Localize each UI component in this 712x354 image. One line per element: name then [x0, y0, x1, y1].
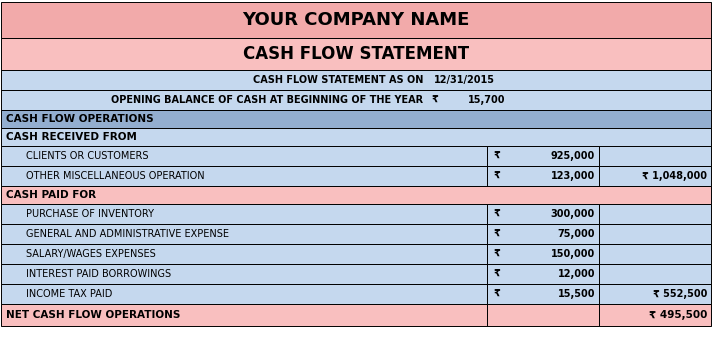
Text: 12,000: 12,000 — [557, 269, 595, 279]
Bar — [487, 166, 599, 186]
Text: ₹ 552,500: ₹ 552,500 — [653, 289, 707, 299]
Bar — [599, 204, 711, 224]
Text: 300,000: 300,000 — [551, 209, 595, 219]
Bar — [1, 244, 487, 264]
Text: PURCHASE OF INVENTORY: PURCHASE OF INVENTORY — [26, 209, 154, 219]
Bar — [1, 38, 711, 70]
Text: ₹ 495,500: ₹ 495,500 — [649, 310, 707, 320]
Text: INCOME TAX PAID: INCOME TAX PAID — [26, 289, 112, 299]
Bar — [1, 304, 487, 326]
Text: OPENING BALANCE OF CASH AT BEGINNING OF THE YEAR: OPENING BALANCE OF CASH AT BEGINNING OF … — [111, 95, 424, 105]
Text: ₹: ₹ — [494, 289, 501, 299]
Text: ₹: ₹ — [494, 229, 501, 239]
Text: ₹: ₹ — [494, 269, 501, 279]
Text: CASH FLOW STATEMENT: CASH FLOW STATEMENT — [243, 45, 469, 63]
Text: 15,500: 15,500 — [557, 289, 595, 299]
Bar — [1, 186, 711, 204]
Bar — [1, 166, 487, 186]
Text: OTHER MISCELLANEOUS OPERATION: OTHER MISCELLANEOUS OPERATION — [26, 171, 204, 181]
Text: ₹: ₹ — [494, 209, 501, 219]
Text: CASH FLOW OPERATIONS: CASH FLOW OPERATIONS — [6, 114, 154, 124]
Text: 75,000: 75,000 — [557, 229, 595, 239]
Text: NET CASH FLOW OPERATIONS: NET CASH FLOW OPERATIONS — [6, 310, 180, 320]
Bar — [487, 284, 599, 304]
Bar — [1, 128, 711, 146]
Bar — [487, 146, 599, 166]
Bar — [487, 204, 599, 224]
Text: SALARY/WAGES EXPENSES: SALARY/WAGES EXPENSES — [26, 249, 156, 259]
Bar — [1, 204, 487, 224]
Text: ₹: ₹ — [494, 249, 501, 259]
Bar — [1, 110, 711, 128]
Text: ₹: ₹ — [431, 95, 438, 105]
Bar — [487, 304, 599, 326]
Bar — [487, 264, 599, 284]
Bar — [1, 90, 711, 110]
Text: INTEREST PAID BORROWINGS: INTEREST PAID BORROWINGS — [26, 269, 171, 279]
Text: 12/31/2015: 12/31/2015 — [434, 75, 494, 85]
Bar — [599, 304, 711, 326]
Bar — [487, 224, 599, 244]
Text: 123,000: 123,000 — [551, 171, 595, 181]
Text: ₹: ₹ — [494, 171, 501, 181]
Bar — [599, 146, 711, 166]
Bar — [1, 264, 487, 284]
Bar — [599, 264, 711, 284]
Text: 15,700: 15,700 — [468, 95, 505, 105]
Text: CASH RECEIVED FROM: CASH RECEIVED FROM — [6, 132, 137, 142]
Bar — [599, 244, 711, 264]
Bar — [1, 146, 487, 166]
Text: ₹ 1,048,000: ₹ 1,048,000 — [642, 171, 707, 181]
Text: 925,000: 925,000 — [551, 151, 595, 161]
Bar — [487, 244, 599, 264]
Text: ₹: ₹ — [494, 151, 501, 161]
Bar — [1, 70, 711, 90]
Text: GENERAL AND ADMINISTRATIVE EXPENSE: GENERAL AND ADMINISTRATIVE EXPENSE — [26, 229, 229, 239]
Text: CASH FLOW STATEMENT AS ON: CASH FLOW STATEMENT AS ON — [253, 75, 424, 85]
Text: CLIENTS OR CUSTOMERS: CLIENTS OR CUSTOMERS — [26, 151, 149, 161]
Text: 150,000: 150,000 — [551, 249, 595, 259]
Bar — [599, 284, 711, 304]
Bar — [1, 284, 487, 304]
Text: YOUR COMPANY NAME: YOUR COMPANY NAME — [242, 11, 470, 29]
Bar — [1, 224, 487, 244]
Bar — [599, 224, 711, 244]
Bar — [599, 166, 711, 186]
Bar — [1, 2, 711, 38]
Text: CASH PAID FOR: CASH PAID FOR — [6, 190, 96, 200]
